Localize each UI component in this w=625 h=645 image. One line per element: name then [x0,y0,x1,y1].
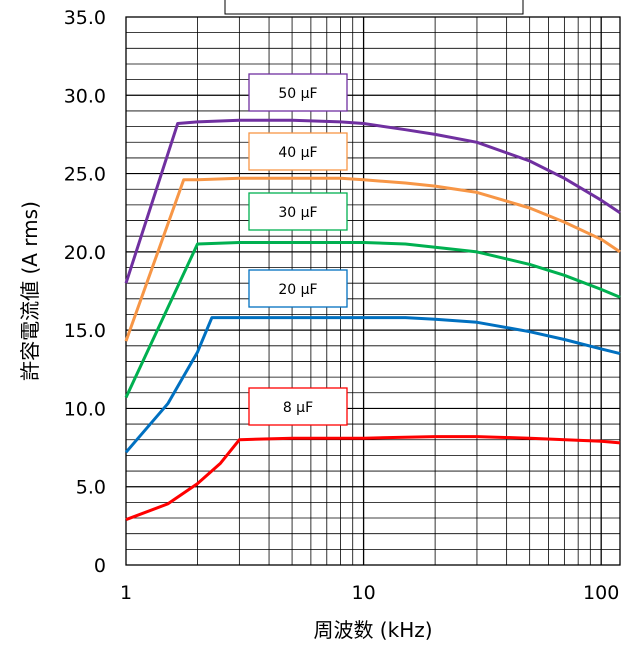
series-lines [124,118,621,522]
series-label-1: 40 µF [278,145,317,161]
series-label-2: 30 µF [278,205,317,221]
y-tick-label: 15.0 [64,320,106,342]
series-line-4 [125,435,621,522]
x-tick-label: 10 [351,582,375,604]
y-tick-label: 30.0 [64,85,106,107]
series-labels: 50 µF 40 µF 30 µF 20 µF 8 µF [224,0,524,426]
series-label-0: 50 µF [278,86,317,102]
series-line-1 [124,176,621,342]
series-label-box-4 [248,387,348,426]
series-label-box-2 [248,192,348,231]
series-label-4: 8 µF [283,400,313,416]
y-tick-label: 0 [94,555,106,577]
y-tick-label: 25.0 [64,164,106,186]
y-axis-title: 許容電流値 (A rms) [18,201,42,381]
series-line-2 [124,241,621,399]
y-tick-label: 35.0 [64,7,106,29]
x-tick-label: 1 [120,582,132,604]
x-tick-label: 100 [583,582,619,604]
series-label-box-1 [248,132,348,171]
series-label-box-0 [248,73,348,112]
tick-labels: 1 10 100 0 5.0 10.0 15.0 20.0 25.0 30.0 35.0 [64,7,620,604]
top-label-box [224,0,524,15]
y-tick-label: 10.0 [64,398,106,420]
x-axis-title: 周波数 (kHz) [313,618,432,642]
series-line-0 [124,118,621,284]
y-tick-label: 5.0 [76,477,106,499]
y-tick-label: 20.0 [64,242,106,264]
series-line-3 [124,316,621,454]
series-label-3: 20 µF [278,282,317,298]
series-label-box-3 [248,269,348,308]
